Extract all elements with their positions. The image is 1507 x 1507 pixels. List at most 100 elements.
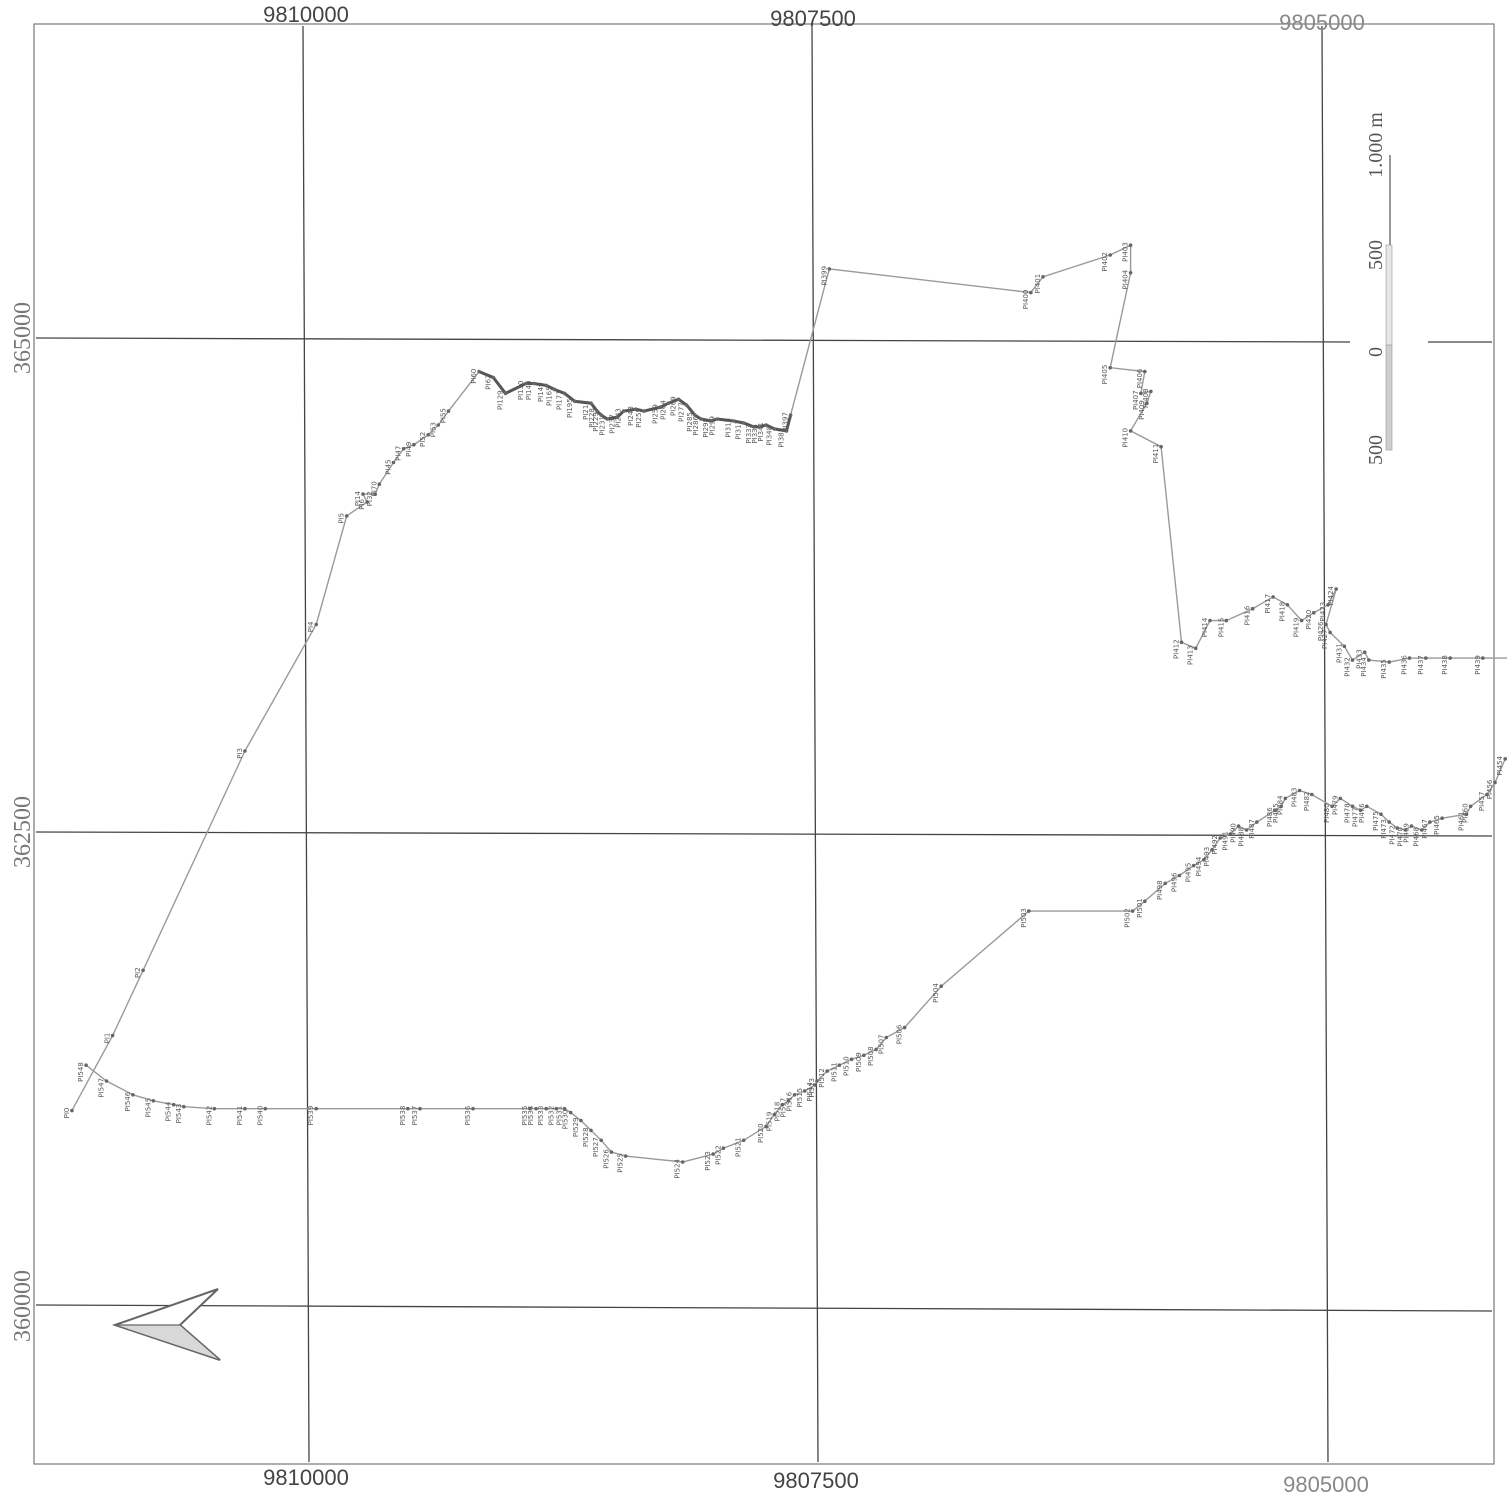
route-point-pi538: PI538 (399, 1106, 410, 1126)
route-point-label: PI532 (547, 1106, 555, 1126)
route-point-pi47: PI47 (395, 446, 406, 461)
grid-lines (36, 26, 1492, 1462)
map-frame (34, 24, 1494, 1464)
route-point-pi523: PI523 (704, 1151, 715, 1171)
route-point-label: PI406 (1136, 368, 1144, 388)
route-point-label: PI313 (725, 418, 733, 438)
route-point-pi501: PI501 (1136, 898, 1147, 918)
route-point-pi543: PI543 (175, 1104, 186, 1124)
route-point-pi53: PI53 (429, 422, 440, 437)
route-point-pi521: PI521 (735, 1137, 746, 1157)
route-point-pi483: PI483 (1291, 788, 1302, 808)
route-point-label: PI482 (1303, 792, 1311, 812)
route-point-label: PI277 (678, 402, 686, 422)
route-point-pi286: PI286 (692, 415, 703, 435)
route-point-label: PI0 (63, 1108, 71, 1119)
route-point-label: PI524 (674, 1158, 682, 1178)
route-point-label: PI62 (484, 375, 492, 390)
top-label-9805000: 9805000 (1279, 10, 1365, 35)
top-label-9807500: 9807500 (770, 6, 856, 31)
route-point-pi412: PI412 (1173, 639, 1184, 659)
route-point-label: PI149 (537, 382, 545, 402)
route-point-label: PI537 (411, 1106, 419, 1126)
route-point-label: PI1 (104, 1033, 112, 1044)
route-point-label: PI501 (1136, 898, 1144, 918)
north-arrow-icon (115, 1289, 220, 1360)
grid-line-x-9807500 (812, 26, 818, 1462)
route-point-label: PI419 (1293, 618, 1301, 638)
route-point-pi546: PI546 (124, 1091, 135, 1111)
route-point-label: PI507 (877, 1035, 885, 1055)
route-point-pi264: PI264 (659, 400, 670, 420)
route-point-pi299: PI299 (708, 416, 719, 436)
route-point-pi60: PI60 (470, 369, 481, 384)
route-point-label: PI397 (782, 412, 790, 432)
route-point-pi526: PI526 (602, 1149, 613, 1169)
bottom-label-9805000: 9805000 (1283, 1472, 1369, 1497)
route-point-pi510: PI510 (843, 1056, 854, 1076)
route-point-pi195: PI195 (566, 398, 577, 418)
route-point-label: PI53 (429, 422, 437, 437)
route-point-pi231: PI231 (598, 416, 609, 436)
route-point-pi317: PI317 (735, 420, 746, 440)
route-point-label: PI286 (692, 415, 700, 435)
route-point-label: PI404 (1122, 269, 1130, 289)
route-point-pi454: PI454 (1496, 755, 1507, 775)
route-point-pi496: PI496 (1170, 872, 1181, 892)
route-point-label: PI521 (735, 1137, 743, 1157)
route-point-pi165: PI165 (545, 386, 556, 406)
route-point-pi424: PI424 (1327, 585, 1338, 605)
route-point-pi410: PI410 (1122, 428, 1133, 448)
route-point-pi525: PI525 (617, 1153, 628, 1173)
route-point-pi70: PI70 (370, 481, 381, 496)
route-point-label: PI410 (1122, 428, 1130, 448)
route-point-pi524: PI524 (674, 1158, 685, 1178)
route-point-pi548: PI548 (77, 1062, 88, 1082)
route-point-label: PI486 (1266, 807, 1274, 827)
route-point-label: PI52 (419, 432, 427, 447)
route-point-label: PI255 (635, 408, 643, 428)
route-point-pi416: PI416 (1244, 605, 1255, 625)
route-point-label: PI140 (525, 381, 533, 401)
route-point-label: PI539 (307, 1106, 315, 1126)
route-point-label: PI439 (1474, 655, 1482, 675)
route-point-label: PI526 (602, 1149, 610, 1169)
route-point-label: PI543 (175, 1104, 183, 1124)
route-point-label: PI3 (236, 748, 244, 759)
route-point-pi420: PI420 (1305, 610, 1316, 630)
bottom-label-9807500: 9807500 (773, 1468, 859, 1493)
route-point-label: PI511 (830, 1062, 838, 1082)
route-point-pi542: PI542 (205, 1106, 216, 1126)
route-point-pi406: PI406 (1136, 368, 1147, 388)
route-point-label: PI542 (205, 1106, 213, 1126)
route-point-label: PI498 (1156, 880, 1164, 900)
route-point-label: PI461 (1458, 811, 1466, 831)
route-point-label: PI510 (843, 1056, 851, 1076)
route-point-pi540: PI540 (256, 1106, 267, 1126)
route-point-label: PI494 (1195, 856, 1203, 876)
route-point-pi456: PI456 (1486, 779, 1497, 799)
route-point-pi512: PI512 (818, 1068, 829, 1088)
route-point-label: PI436 (1401, 655, 1409, 675)
route-point-label: PI473 (1380, 819, 1388, 839)
route-point-label: PI502 (1124, 908, 1132, 928)
route-point-pi5: PI5 (338, 513, 349, 524)
route-point-label: PI171 (556, 390, 564, 410)
route-point-pi419: PI419 (1293, 618, 1304, 638)
scale-label-0: 0 (1365, 347, 1387, 357)
route-point-label: PI518 (773, 1102, 781, 1122)
route-point-label: PI546 (124, 1091, 132, 1111)
route-point-pi509: PI509 (855, 1052, 866, 1072)
route-point-pi415: PI415 (1217, 618, 1228, 638)
route-point-label: PI60 (470, 369, 478, 384)
route-point-pi547: PI547 (98, 1078, 109, 1098)
route-point-label: PI5 (338, 513, 346, 524)
route-point-label: PI129 (497, 390, 505, 410)
route-point-label: PI528 (582, 1127, 590, 1147)
route-point-pi536: PI536 (464, 1105, 475, 1125)
route-point-label: PI414 (1201, 617, 1209, 637)
route-point-label: PI480 (1323, 803, 1331, 823)
route-point-pi537: PI537 (411, 1106, 422, 1126)
route-point-pi511: PI511 (830, 1062, 841, 1082)
